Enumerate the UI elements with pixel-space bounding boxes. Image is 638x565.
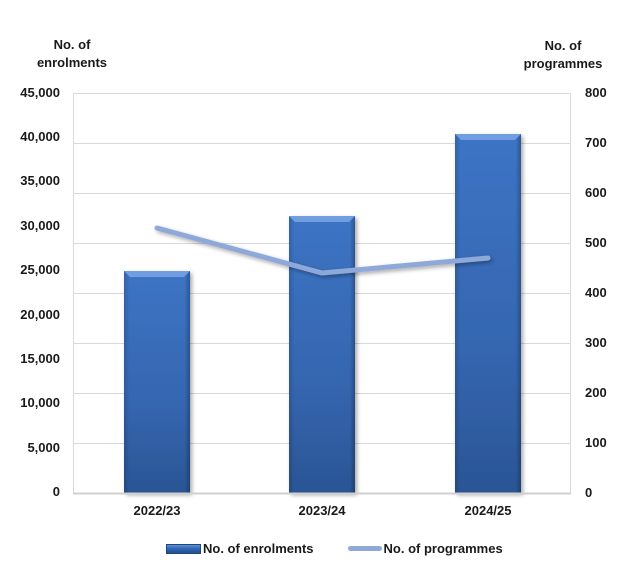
left-axis-title-line1: No. of — [53, 37, 91, 52]
left-tick: 25,000 — [20, 262, 60, 277]
legend-label-programmes: No. of programmes — [383, 541, 503, 556]
bar-2024-25 — [455, 134, 521, 493]
line-swatch-icon — [347, 546, 382, 551]
right-tick: 600 — [585, 185, 607, 200]
left-tick: 0 — [52, 484, 60, 499]
bar-swatch-icon — [166, 543, 201, 554]
right-axis-title-line1: No. of — [544, 38, 582, 53]
left-tick: 45,000 — [20, 85, 60, 100]
x-label-2024-25: 2024/25 — [464, 503, 512, 518]
legend-label-enrolments: No. of enrolments — [203, 541, 314, 556]
right-tick: 200 — [585, 385, 607, 400]
right-tick: 700 — [585, 135, 607, 150]
left-tick: 20,000 — [20, 307, 60, 322]
right-axis-title: No. of programmes — [513, 37, 613, 73]
right-tick: 500 — [585, 235, 607, 250]
legend-item-enrolments: No. of enrolments — [166, 541, 314, 556]
bar-series-enrolments — [124, 134, 521, 493]
bar-2022-23 — [124, 271, 190, 493]
x-label-2022-23: 2022/23 — [133, 503, 181, 518]
left-tick: 35,000 — [20, 173, 60, 188]
bar-2023-24 — [289, 216, 355, 493]
right-tick: 100 — [585, 435, 607, 450]
right-tick: 800 — [585, 85, 607, 100]
right-tick: 300 — [585, 335, 607, 350]
x-label-2023-24: 2023/24 — [298, 503, 346, 518]
left-axis-title: No. of enrolments — [22, 36, 122, 72]
legend-item-programmes: No. of programmes — [347, 541, 503, 556]
left-tick: 15,000 — [20, 351, 60, 366]
legend: No. of enrolments No. of programmes — [166, 541, 537, 556]
left-tick: 30,000 — [20, 218, 60, 233]
left-tick: 5,000 — [27, 440, 60, 455]
left-axis-title-line2: enrolments — [36, 55, 108, 70]
right-tick: 400 — [585, 285, 607, 300]
left-tick: 10,000 — [20, 395, 60, 410]
right-tick: 0 — [585, 485, 593, 500]
line-series-programmes — [154, 225, 491, 276]
right-axis-title-line2: programmes — [523, 56, 603, 71]
left-tick: 40,000 — [20, 129, 60, 144]
